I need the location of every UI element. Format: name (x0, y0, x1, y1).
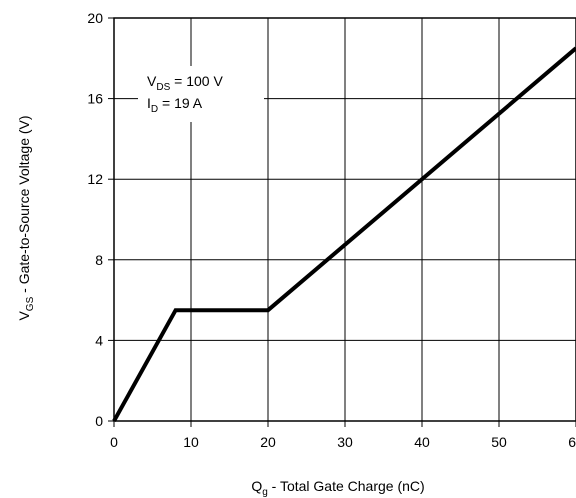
x-axis-label-sub: g (262, 487, 268, 498)
annotation-vds-sub: DS (156, 82, 170, 93)
y-tick-label-8: 8 (95, 252, 103, 268)
grid-lines (114, 18, 576, 421)
series-line-0 (112, 46, 576, 422)
x-tick-label-0: 0 (110, 434, 118, 450)
annotation-background (138, 66, 264, 122)
annotation-id-sub: D (151, 104, 158, 115)
x-tick-label-50: 50 (491, 434, 507, 450)
y-tick-label-16: 16 (87, 91, 103, 107)
annotation-vds: VDS = 100 V (147, 73, 223, 93)
y-axis-label-main: V (16, 311, 32, 321)
y-tick-label-0: 0 (95, 413, 103, 429)
y-tick-labels: 0 4 8 12 16 20 (87, 10, 103, 429)
x-tick-label-20: 20 (260, 434, 276, 450)
x-tick-label-40: 40 (414, 434, 430, 450)
plot-frame (108, 17, 576, 427)
x-tick-label-10: 10 (183, 434, 199, 450)
annotation-vds-rest: = 100 V (170, 73, 223, 89)
annotation-id: ID = 19 A (147, 95, 203, 115)
annotation-vds-main: V (147, 73, 157, 89)
y-tick-label-12: 12 (87, 171, 103, 187)
x-axis-label-main: Q (251, 478, 262, 494)
y-axis-label-rest: - Gate-to-Source Voltage (V) (16, 115, 32, 296)
x-tick-label-60: 60 (568, 434, 576, 450)
annotation-id-rest: = 19 A (158, 95, 203, 111)
annotation-id-main: I (147, 95, 151, 111)
series-layer (112, 46, 576, 422)
y-axis-label-sub: GS (25, 296, 36, 311)
x-axis-label-rest: - Total Gate Charge (nC) (268, 478, 425, 494)
x-tick-labels: 0 10 20 30 40 50 60 (110, 434, 576, 450)
x-axis-label: Qg - Total Gate Charge (nC) (251, 478, 424, 498)
y-tick-label-20: 20 (87, 10, 103, 26)
y-axis-label: VGS - Gate-to-Source Voltage (V) (16, 115, 36, 320)
y-tick-label-4: 4 (95, 332, 103, 348)
x-tick-label-30: 30 (337, 434, 353, 450)
